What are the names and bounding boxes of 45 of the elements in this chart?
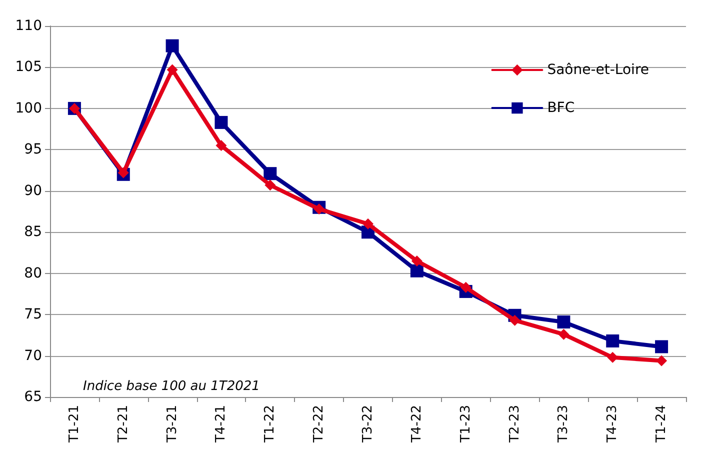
x-tick-label: T1-22	[262, 405, 278, 444]
legend-label: Saône-et-Loire	[547, 62, 650, 78]
x-tick-label: T3-21	[164, 405, 180, 444]
x-tick-label: T1-21	[66, 405, 82, 444]
y-tick-label: 100	[15, 100, 42, 116]
legend-label: BFC	[547, 100, 575, 116]
point	[362, 218, 374, 230]
x-tick-label: T4-21	[214, 405, 229, 444]
x-tick-label: T4-22	[409, 405, 424, 444]
point	[264, 180, 276, 191]
y-tick-label: 75	[24, 306, 42, 323]
point	[558, 328, 570, 340]
point	[118, 167, 129, 178]
y-tick-label: 85	[24, 224, 42, 240]
point	[606, 334, 620, 348]
point	[214, 116, 228, 129]
point	[509, 314, 520, 326]
y-tick-label: 95	[24, 142, 42, 158]
point	[166, 39, 179, 52]
y-tick-label: 70	[24, 348, 42, 364]
x-tick-label: T2-22	[312, 405, 327, 444]
point	[655, 340, 668, 354]
x-tick-label: T4-23	[605, 405, 620, 444]
point	[264, 167, 277, 180]
annotation: Indice base 100 au 1T2021	[83, 379, 260, 394]
y-tick-label: 110	[15, 18, 42, 34]
x-tick-label: T3-22	[360, 405, 376, 444]
x-tick-label: T1-24	[654, 405, 670, 444]
point	[607, 352, 618, 363]
point	[410, 264, 424, 278]
x-tick-label: T2-23	[507, 405, 522, 444]
y-tick-label: 105	[15, 59, 42, 76]
point	[411, 255, 422, 266]
point	[166, 64, 178, 76]
x-tick-label: T2-21	[116, 405, 131, 444]
point	[460, 282, 472, 293]
y-tick-label: 80	[24, 265, 42, 282]
x-tick-label: T3-23	[556, 405, 572, 444]
point	[557, 315, 570, 328]
point	[656, 355, 668, 366]
y-tick-label: 65	[24, 389, 42, 405]
x-tick-label: T1-23	[458, 405, 474, 444]
y-tick-label: 90	[24, 182, 42, 199]
point	[216, 140, 227, 152]
point	[314, 204, 325, 215]
